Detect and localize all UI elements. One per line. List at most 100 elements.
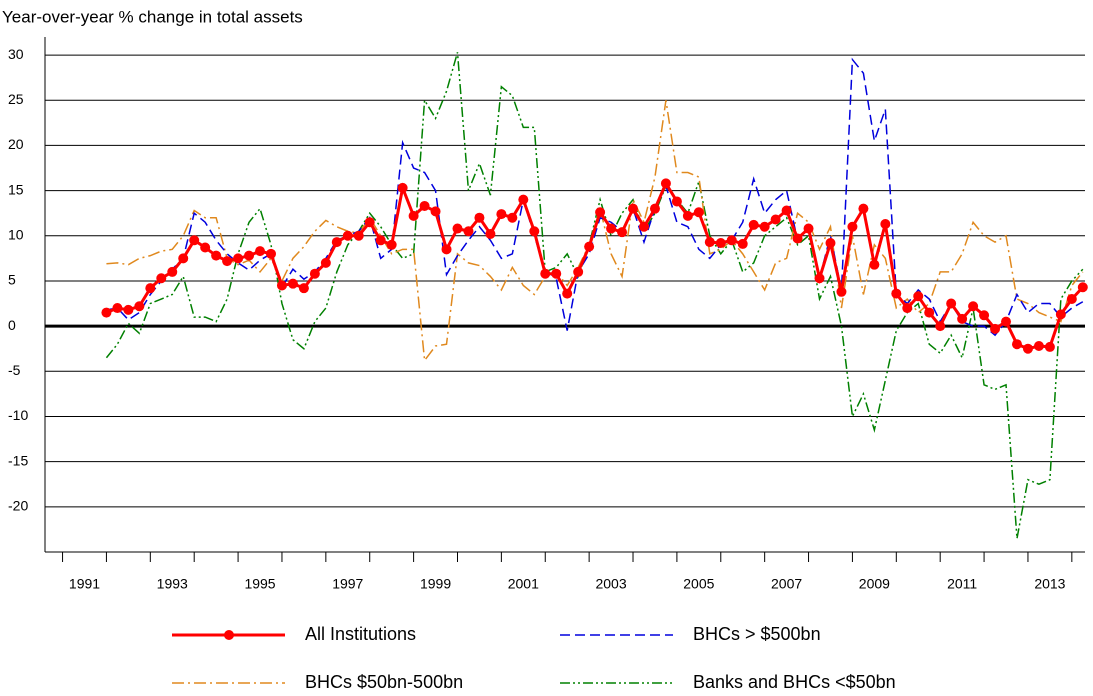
point [781, 205, 792, 216]
point [518, 194, 529, 205]
x-tick-label: 2001 [508, 576, 539, 592]
point [628, 203, 639, 214]
point [1055, 309, 1066, 320]
point [803, 223, 814, 234]
line [105, 52, 1084, 539]
point [496, 209, 507, 220]
line [106, 57, 1084, 337]
point [617, 227, 628, 238]
point [540, 268, 551, 279]
point [1066, 294, 1077, 305]
x-tick-label: 1997 [332, 576, 363, 592]
point [748, 219, 759, 230]
y-tick-label: -10 [8, 407, 28, 423]
y-tick-label: 10 [8, 226, 24, 242]
point [222, 256, 233, 267]
legend-marker [224, 630, 234, 640]
point [430, 206, 441, 217]
x-tick-label: 1991 [69, 576, 100, 592]
x-tick-label: 2013 [1034, 576, 1065, 592]
point [880, 219, 891, 230]
point [693, 207, 704, 218]
point [123, 304, 134, 315]
point [276, 280, 287, 291]
point [287, 278, 298, 289]
point [551, 268, 562, 279]
y-tick-label: 0 [8, 317, 16, 333]
point [507, 212, 518, 223]
x-tick-label: 1993 [157, 576, 188, 592]
y-tick-label: 15 [8, 181, 24, 197]
series [101, 178, 1088, 354]
point [814, 273, 825, 284]
point [1001, 316, 1012, 327]
point [485, 228, 496, 239]
point [244, 250, 255, 261]
point [320, 257, 331, 268]
legend-label: All Institutions [305, 624, 416, 644]
point [211, 250, 222, 261]
point [913, 291, 924, 302]
point [595, 207, 606, 218]
point [463, 226, 474, 237]
y-tick-label: 20 [8, 136, 24, 152]
point [682, 210, 693, 221]
point [671, 196, 682, 207]
point [1077, 282, 1088, 293]
point [792, 233, 803, 244]
x-tick-label: 1995 [244, 576, 275, 592]
point [891, 288, 902, 299]
point [979, 310, 990, 321]
point [836, 286, 847, 297]
point [353, 230, 364, 241]
point [562, 288, 573, 299]
y-tick-label: 5 [8, 272, 16, 288]
chart-title: Year-over-year % change in total assets [2, 7, 303, 26]
point [397, 182, 408, 193]
y-tick-label: -5 [8, 362, 21, 378]
point [935, 321, 946, 332]
point [606, 223, 617, 234]
point [649, 203, 660, 214]
point [189, 235, 200, 246]
point [200, 242, 211, 253]
legend-label: BHCs $50bn-500bn [305, 672, 463, 692]
point [1033, 341, 1044, 351]
point [386, 239, 397, 250]
legend-label: BHCs > $500bn [693, 624, 821, 644]
point [1022, 343, 1033, 354]
x-tick-label: 2011 [947, 576, 977, 592]
point [660, 178, 671, 189]
point [375, 235, 386, 246]
point [902, 303, 913, 314]
point [145, 283, 156, 294]
point [825, 238, 836, 248]
point [990, 323, 1001, 334]
point [968, 301, 979, 312]
point [1011, 339, 1022, 350]
point [255, 246, 266, 257]
point [474, 212, 485, 223]
x-tick-label: 2009 [859, 576, 890, 592]
y-tick-label: -15 [8, 452, 28, 468]
series [106, 57, 1084, 337]
point [573, 266, 584, 277]
legend-label: Banks and BHCs <$50bn [693, 672, 896, 692]
point [101, 307, 112, 318]
point [704, 237, 715, 248]
y-tick-label: 30 [8, 46, 24, 62]
point [737, 238, 748, 249]
point [408, 210, 419, 221]
point [924, 307, 935, 318]
point [233, 253, 244, 264]
point [638, 221, 649, 232]
point [770, 214, 781, 225]
point [452, 223, 463, 234]
point [178, 253, 189, 264]
x-tick-label: 1999 [420, 576, 451, 592]
point [309, 268, 320, 279]
y-tick-label: -20 [8, 498, 28, 514]
point [419, 200, 430, 211]
point [957, 313, 968, 324]
point [331, 237, 342, 248]
